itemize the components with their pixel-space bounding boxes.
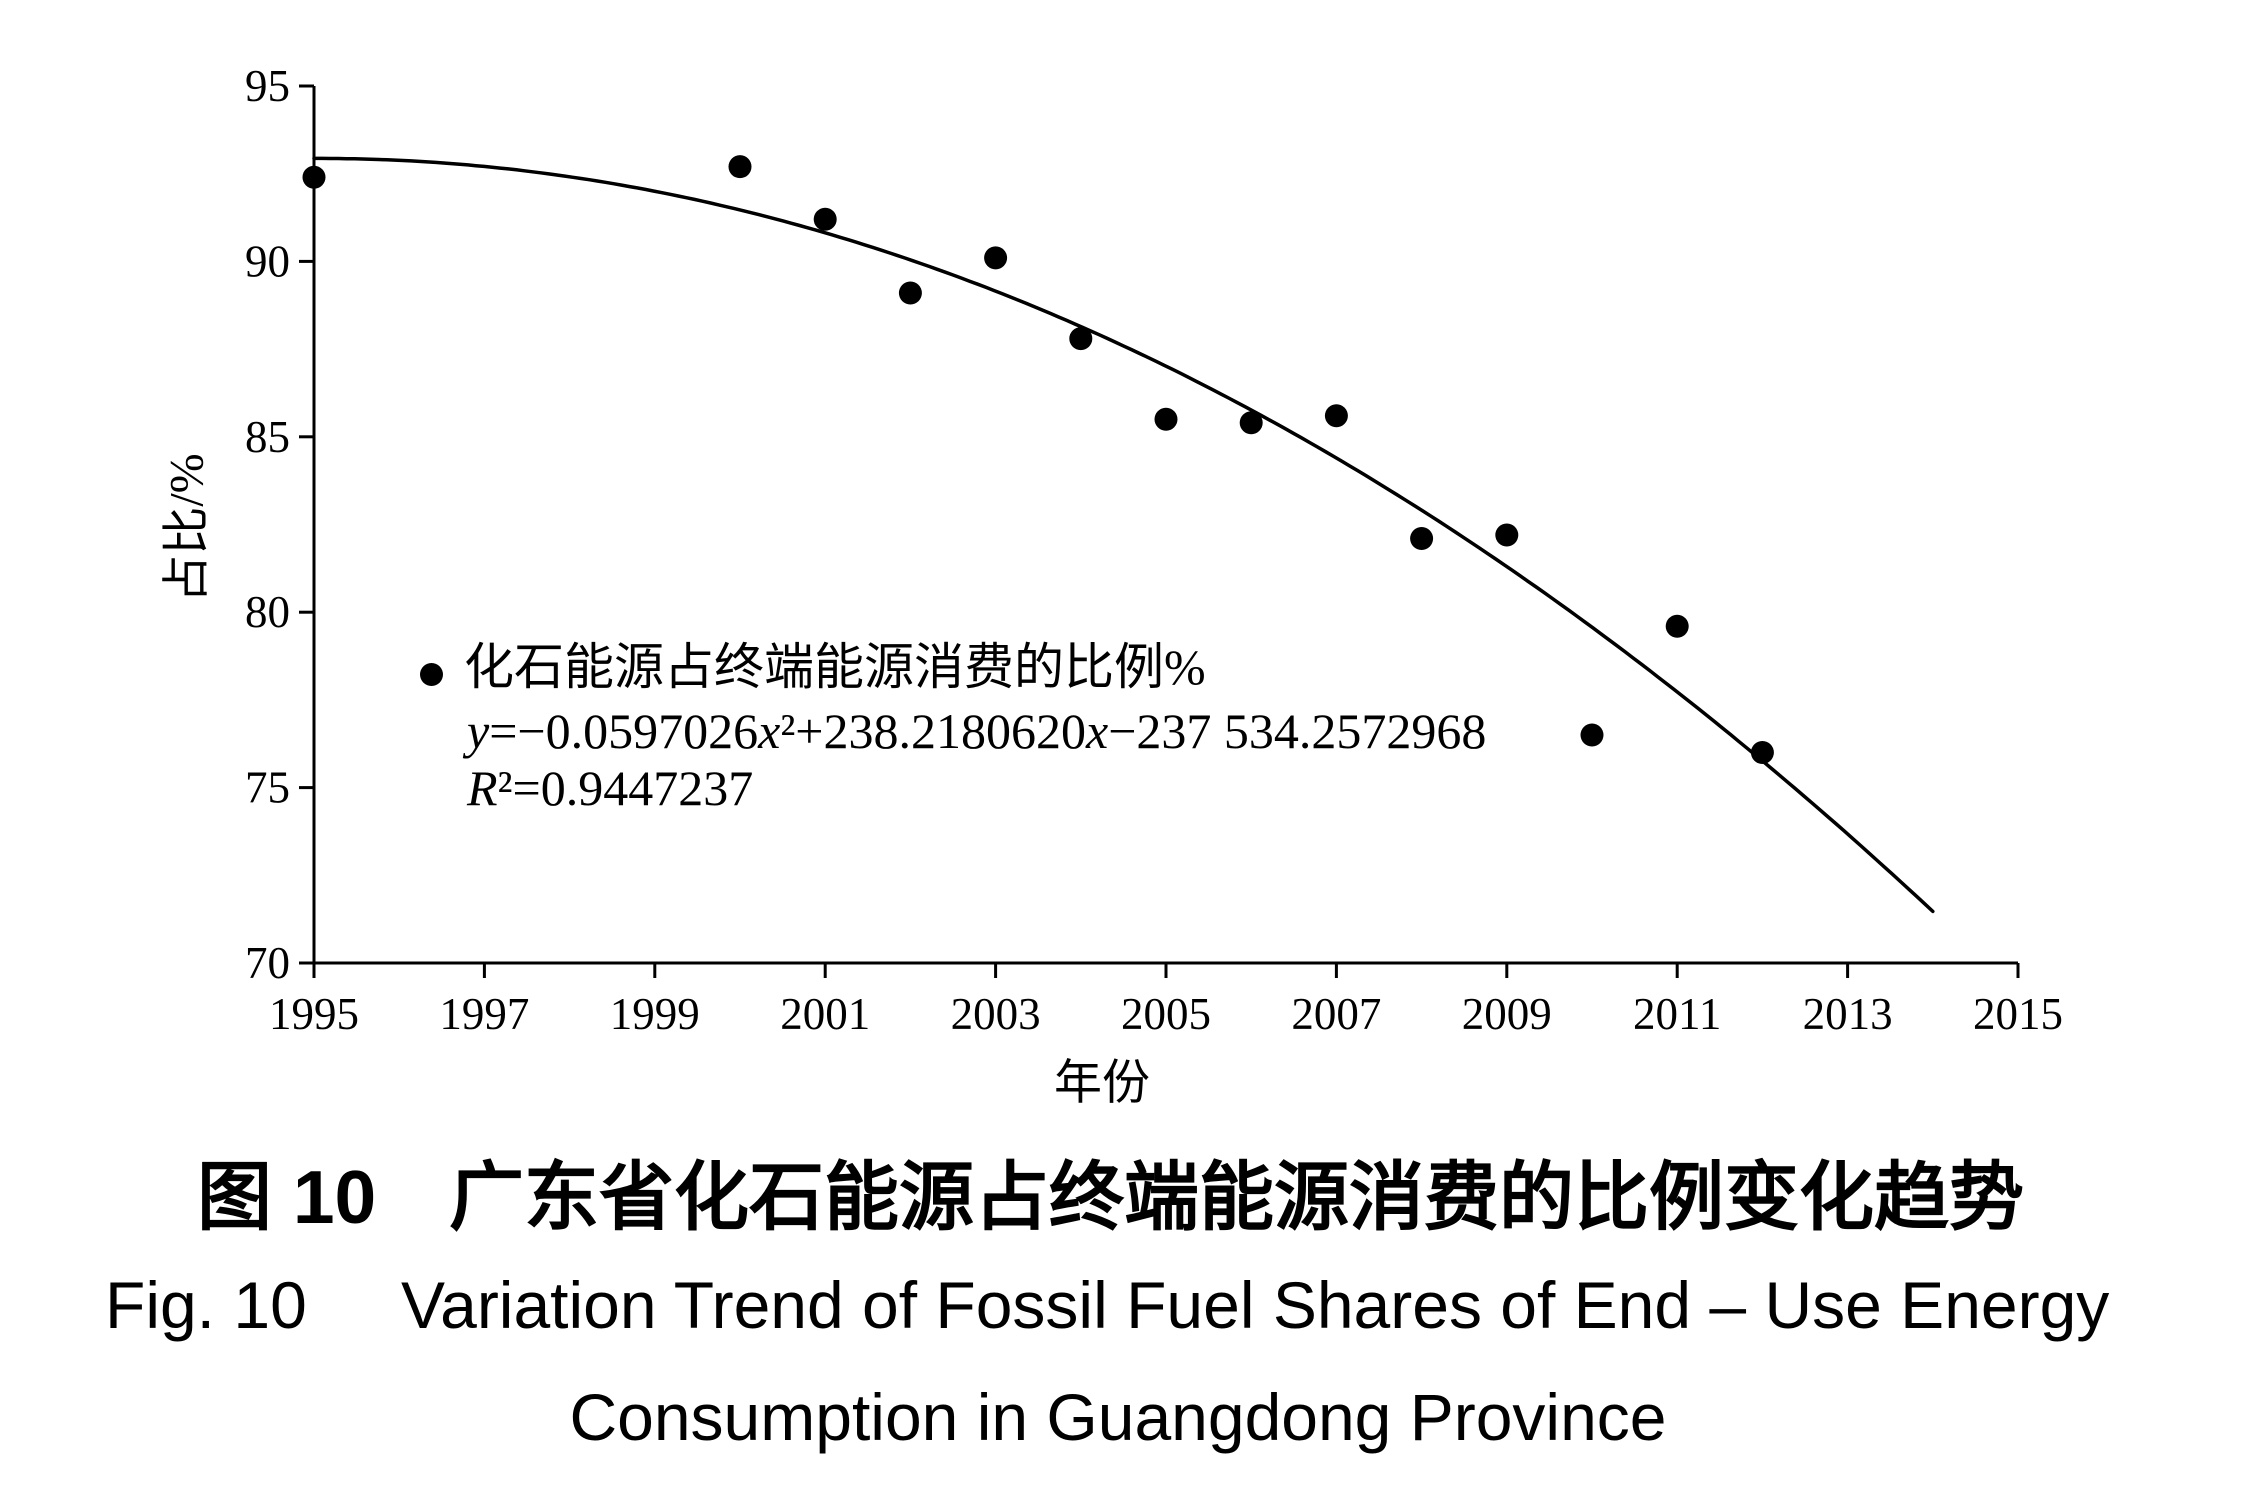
x-axis-label: 年份 xyxy=(1054,1057,1150,1110)
data-point xyxy=(1410,527,1434,551)
x-tick-label: 2001 xyxy=(780,989,870,1039)
legend-marker xyxy=(420,663,443,686)
x-tick-label: 1995 xyxy=(269,989,359,1039)
trendline-curve xyxy=(312,156,1935,914)
caption-en-title-line2: Consumption in Guangdong Province xyxy=(569,1380,1667,1454)
y-tick-label: 80 xyxy=(245,587,290,637)
axes xyxy=(312,86,2018,965)
x-tick-label: 2015 xyxy=(1973,989,2063,1039)
data-point xyxy=(1580,723,1604,747)
x-tick-label: 2003 xyxy=(951,989,1041,1039)
data-point xyxy=(728,155,752,179)
x-tick-label: 1999 xyxy=(610,989,700,1039)
caption-en-title-line1: Variation Trend of Fossil Fuel Shares of… xyxy=(401,1268,2110,1342)
y-axis-label: 占比/% xyxy=(161,453,214,602)
data-point xyxy=(1324,404,1348,428)
data-point xyxy=(302,165,326,189)
data-point xyxy=(813,207,837,231)
data-point xyxy=(1495,523,1519,547)
data-point xyxy=(1239,411,1263,435)
scatter-chart: 95 90 85 80 75 70 1995 1997 1999 2001 2003 2005 200… xyxy=(161,61,2064,1110)
y-tick-label: 95 xyxy=(245,61,290,111)
y-tick-label: 70 xyxy=(245,938,290,988)
trendline-r-squared: R²=0.9447237 xyxy=(467,760,754,816)
x-tick-label: 2009 xyxy=(1462,989,1552,1039)
x-tick-label: 2011 xyxy=(1633,989,1721,1039)
x-axis-ticks: 1995 1997 1999 2001 2003 2005 2007 2009 2011 2013… xyxy=(269,963,2063,1039)
math-variable: R xyxy=(467,760,498,816)
y-tick-label: 75 xyxy=(245,763,290,813)
y-tick-label: 85 xyxy=(245,412,290,462)
x-tick-label: 2005 xyxy=(1121,989,1211,1039)
x-tick-label: 2013 xyxy=(1803,989,1893,1039)
caption-cn-number: 图 10 xyxy=(197,1155,377,1239)
caption-en-number: Fig. 10 xyxy=(105,1268,307,1342)
data-point xyxy=(1750,741,1774,765)
caption-cn-title: 广东省化石能源占终端能源消费的比例变化趋势 xyxy=(449,1155,2025,1239)
trendline-equation: y=−0.0597026x²+238.2180620x−237 534.2572… xyxy=(467,703,1487,759)
y-tick-label: 90 xyxy=(245,236,290,286)
y-axis-ticks: 95 90 85 80 75 70 xyxy=(245,61,314,988)
data-point xyxy=(1665,614,1689,638)
data-point xyxy=(1154,407,1178,431)
data-points xyxy=(302,155,1774,765)
math-variable: y xyxy=(467,703,490,759)
math-variable: x xyxy=(1086,703,1109,759)
x-tick-label: 1997 xyxy=(439,989,529,1039)
data-point xyxy=(898,281,922,305)
legend-series-label: 化石能源占终端能源消费的比例% xyxy=(464,639,1206,695)
x-tick-label: 2007 xyxy=(1291,989,1381,1039)
math-variable: x xyxy=(758,703,781,759)
data-point xyxy=(1069,327,1093,351)
data-point xyxy=(984,246,1008,270)
